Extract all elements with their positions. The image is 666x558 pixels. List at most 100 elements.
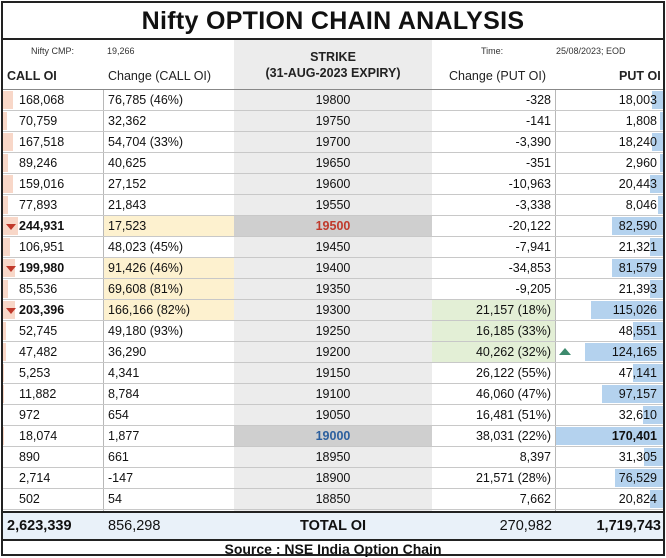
- table-row: 52,745 49,180 (93%) 19250 16,185 (33%) 48,55…: [3, 321, 663, 342]
- call-oi-bar: [3, 364, 4, 382]
- put-oi-value: 115,026: [612, 303, 657, 317]
- strike-value: 19300: [315, 303, 351, 317]
- call-change-cell: 36,290: [104, 342, 234, 362]
- table-row: 106,951 48,023 (45%) 19450 -7,941 21,321: [3, 237, 663, 258]
- put-oi-cell: 31,305: [556, 447, 663, 467]
- put-change-cell: 21,157 (18%): [432, 300, 556, 320]
- call-oi-bar: [3, 385, 4, 403]
- put-oi-value: 1,808: [625, 114, 657, 128]
- put-oi-bar: [642, 406, 663, 424]
- source-note: Source : NSE India Option Chain: [224, 541, 442, 557]
- call-change-header: Change (CALL OI): [108, 69, 212, 83]
- call-oi-value: 159,016: [19, 177, 65, 191]
- strike-cell: 19700: [234, 132, 432, 152]
- strike-value: 19000: [315, 429, 351, 443]
- table-row: 5,253 4,341 19150 26,122 (55%) 47,141: [3, 363, 663, 384]
- strike-cell: 19300: [234, 300, 432, 320]
- put-change-value: 8,397: [519, 450, 551, 464]
- call-change-cell: 8,784: [104, 384, 234, 404]
- table-row: 11,882 8,784 19100 46,060 (47%) 97,157: [3, 384, 663, 405]
- put-oi-bar: [591, 301, 663, 319]
- call-oi-bar: [3, 238, 10, 256]
- put-change-value: -9,205: [515, 282, 551, 296]
- strike-cell: 19000: [234, 426, 432, 446]
- put-change-cell: -3,390: [432, 132, 556, 152]
- put-oi-cell: 21,321: [556, 237, 663, 257]
- table-row: 890 661 18950 8,397 31,305: [3, 447, 663, 468]
- put-oi-value: 20,824: [618, 492, 657, 506]
- call-oi-value: 167,518: [19, 135, 65, 149]
- call-change-cell: 54,704 (33%): [104, 132, 234, 152]
- put-oi-bar: [657, 196, 663, 214]
- total-label: TOTAL OI: [299, 518, 367, 534]
- put-oi-cell: 1,808: [556, 111, 663, 131]
- put-change-value: 21,157 (18%): [475, 303, 551, 317]
- call-change-cell: 4,341: [104, 363, 234, 383]
- put-oi-bar: [602, 385, 663, 403]
- put-oi-bar: [650, 490, 663, 508]
- call-change-value: 8,784: [108, 387, 140, 401]
- call-oi-bar: [3, 133, 13, 151]
- call-change-cell: 17,523: [104, 216, 234, 236]
- strike-cell: 19750: [234, 111, 432, 131]
- table-row: 85,536 69,608 (81%) 19350 -9,205 21,393: [3, 279, 663, 300]
- put-change-cell: -7,941: [432, 237, 556, 257]
- table-row: 203,396 166,166 (82%) 19300 21,157 (18%) 115…: [3, 300, 663, 321]
- put-change-cell: 40,262 (32%): [432, 342, 571, 362]
- put-oi-bar: [652, 91, 663, 109]
- table-row: 244,931 17,523 19500 -20,122 82,590: [3, 216, 663, 237]
- call-change-value: 21,843: [108, 198, 147, 212]
- call-oi-value: 168,068: [19, 93, 65, 107]
- put-oi-cell: 82,590: [556, 216, 663, 236]
- strike-value: 19600: [315, 177, 351, 191]
- put-oi-value: 76,529: [618, 471, 657, 485]
- call-oi-value: 106,951: [19, 240, 65, 254]
- put-change-cell: -34,853: [432, 258, 556, 278]
- call-oi-bar: [3, 280, 8, 298]
- call-change-cell: 69,608 (81%): [104, 279, 234, 299]
- put-change-cell: 8,397: [432, 447, 556, 467]
- call-change-cell: 166,166 (82%): [104, 300, 234, 320]
- strike-value: 19100: [315, 387, 351, 401]
- strike-cell: 19400: [234, 258, 432, 278]
- call-oi-value: 199,980: [19, 261, 65, 275]
- put-oi-bar: [650, 238, 663, 256]
- put-oi-bar: [652, 133, 663, 151]
- call-oi-cell: 244,931: [3, 216, 104, 236]
- call-change-value: 49,180 (93%): [108, 324, 184, 338]
- strike-cell: 18900: [234, 468, 432, 488]
- table-row: 77,893 21,843 19550 -3,338 8,046: [3, 195, 663, 216]
- call-oi-value: 890: [19, 450, 40, 464]
- put-change-value: 40,262 (32%): [475, 345, 551, 359]
- strike-value: 18850: [315, 492, 351, 506]
- put-oi-value: 97,157: [618, 387, 657, 401]
- time-value: 25/08/2023; EOD: [556, 46, 626, 56]
- strike-cell: 19500: [234, 216, 432, 236]
- call-oi-bar: [3, 343, 6, 361]
- strike-cell: 18850: [234, 489, 432, 509]
- call-change-value: 48,023 (45%): [108, 240, 184, 254]
- put-change-cell: -328: [432, 90, 556, 110]
- expiry-label: (31-AUG-2023 EXPIRY): [265, 66, 401, 80]
- put-oi-bar: [614, 469, 663, 487]
- put-oi-cell: 18,003: [556, 90, 663, 110]
- put-change-value: -7,941: [515, 240, 551, 254]
- table-row: 2,714 -147 18900 21,571 (28%) 76,529: [3, 468, 663, 489]
- strike-cell: 19600: [234, 174, 432, 194]
- strike-cell: 18950: [234, 447, 432, 467]
- put-oi-cell: 20,443: [556, 174, 663, 194]
- put-change-value: 46,060 (47%): [475, 387, 551, 401]
- call-oi-value: 244,931: [19, 219, 65, 233]
- call-oi-bar: [3, 175, 13, 193]
- page-title: Nifty OPTION CHAIN ANALYSIS: [3, 3, 663, 40]
- table-row: 70,759 32,362 19750 -141 1,808: [3, 111, 663, 132]
- put-oi-value: 20,443: [618, 177, 657, 191]
- call-oi-value: 502: [19, 492, 40, 506]
- put-change-cell: -351: [432, 153, 556, 173]
- call-oi-bar: [3, 322, 6, 340]
- table-row: 159,016 27,152 19600 -10,963 20,443: [3, 174, 663, 195]
- call-oi-header: CALL OI: [7, 69, 57, 83]
- strike-value: 19700: [315, 135, 351, 149]
- put-change-value: 38,031 (22%): [475, 429, 551, 443]
- table-row: 18,074 1,877 19000 38,031 (22%) 170,401: [3, 426, 663, 447]
